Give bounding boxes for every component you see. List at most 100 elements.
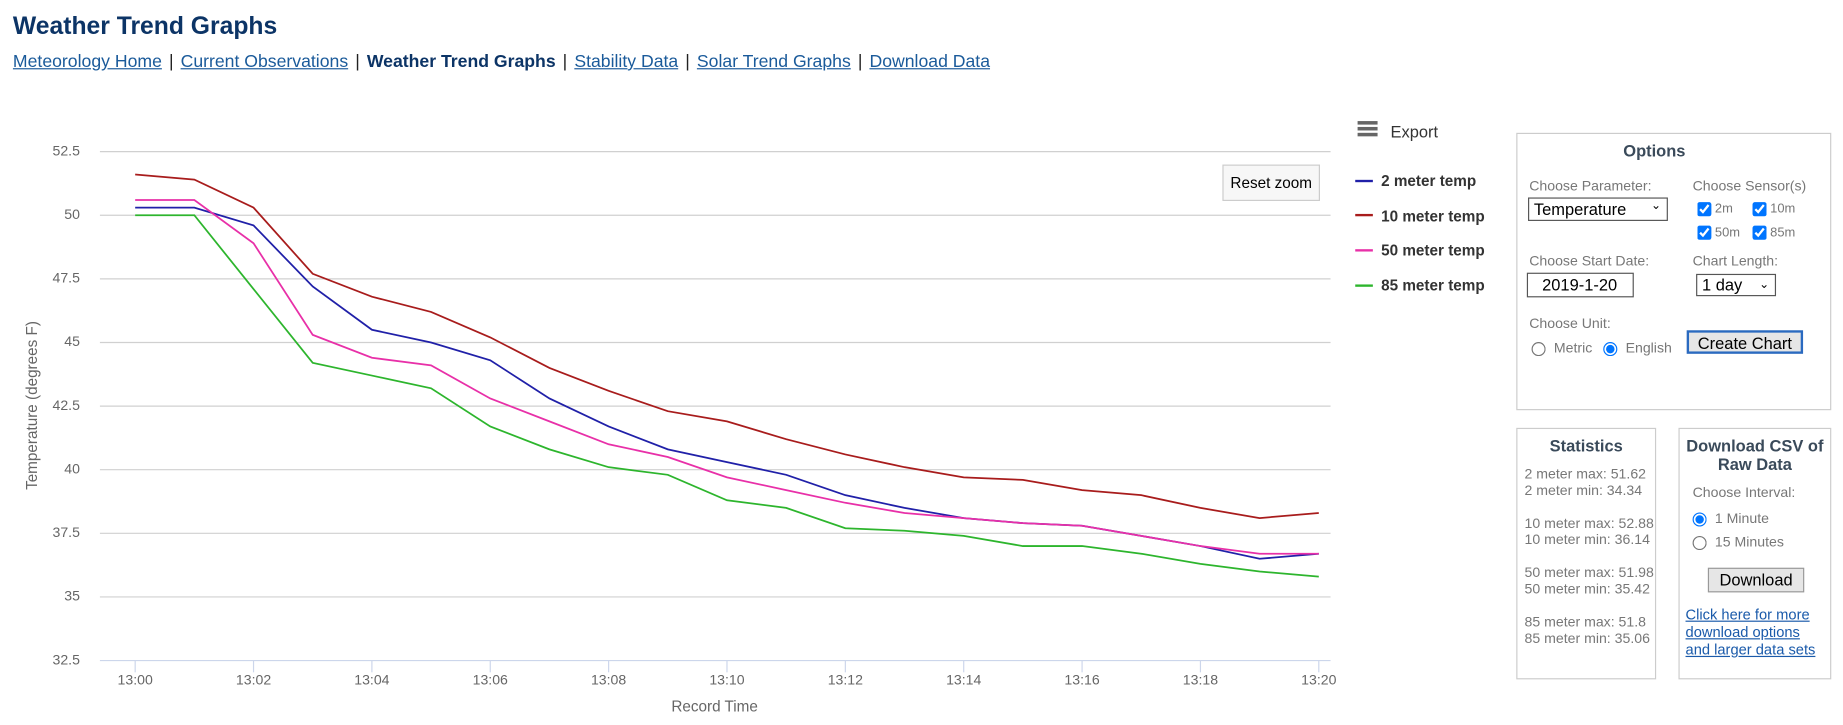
nav-link[interactable]: Stability Data xyxy=(574,51,679,72)
y-tick-label: 50 xyxy=(64,206,80,222)
options-title: Options xyxy=(1623,141,1686,160)
x-tick-label: 13:16 xyxy=(1064,671,1099,687)
interval-label: Choose Interval: xyxy=(1692,484,1796,501)
nav-link[interactable]: Solar Trend Graphs xyxy=(696,51,851,72)
y-tick-label: 45 xyxy=(64,333,80,349)
unit-label: Metric xyxy=(1553,339,1593,357)
more-download-link[interactable]: Click here for more download options and… xyxy=(1685,606,1816,659)
nav-separator: | xyxy=(355,51,360,72)
unit-label: Choose Unit: xyxy=(1529,315,1611,332)
series-line xyxy=(135,214,1319,578)
unit-radio: Metric xyxy=(1531,339,1593,357)
series-line xyxy=(135,173,1319,519)
create-chart-button[interactable]: Create Chart xyxy=(1686,330,1804,354)
page-title: Weather Trend Graphs xyxy=(12,12,278,40)
x-tick-label: 13:12 xyxy=(828,671,863,687)
x-tick-label: 13:06 xyxy=(473,671,508,687)
interval-label: 15 Minutes xyxy=(1714,533,1784,551)
stat-group: 50 meter max: 51.98 50 meter min: 35.42 xyxy=(1524,564,1653,597)
nav-separator: | xyxy=(685,51,690,72)
reset-zoom-button[interactable]: Reset zoom xyxy=(1222,164,1320,201)
legend-item: 85 meter temp xyxy=(1355,275,1485,296)
stat-group: 2 meter max: 51.62 2 meter min: 34.34 xyxy=(1524,465,1653,498)
sensor-checkbox: 2m xyxy=(1697,202,1733,217)
sensor-label: 85m xyxy=(1770,225,1796,240)
x-tick-label: 13:02 xyxy=(236,671,271,687)
download-panel xyxy=(1678,427,1832,680)
start-date-input[interactable]: 2019-1-20 xyxy=(1526,272,1634,298)
stat-line: 85 meter max: 51.8 xyxy=(1524,613,1647,631)
x-axis-title: Record Time xyxy=(671,699,758,716)
sensors-label: Choose Sensor(s) xyxy=(1692,177,1807,194)
radio[interactable] xyxy=(1603,341,1618,356)
nav-separator: | xyxy=(857,51,863,72)
legend-label: 2 meter temp xyxy=(1381,171,1477,190)
statistics-panel xyxy=(1516,427,1657,680)
legend-label: 85 meter temp xyxy=(1381,276,1485,295)
nav-separator: | xyxy=(562,51,568,72)
series-line xyxy=(135,206,1319,560)
stat-line: 10 meter max: 52.88 xyxy=(1524,514,1654,532)
stat-line: 50 meter min: 35.42 xyxy=(1524,580,1650,598)
stat-line: 10 meter min: 36.14 xyxy=(1524,531,1650,548)
series-line xyxy=(135,199,1319,555)
stat-line: 2 meter max: 51.62 xyxy=(1524,465,1647,482)
checkbox[interactable] xyxy=(1697,202,1712,217)
nav-link[interactable]: Current Observations xyxy=(180,51,349,72)
sensor-label: 2m xyxy=(1714,202,1733,217)
chart: 32.5 35 37.5 40 42.5 45 47.5 50 52.5 13:00 13:02 13… xyxy=(24,142,1337,716)
checkbox[interactable] xyxy=(1752,202,1767,217)
nav-link[interactable]: Meteorology Home xyxy=(12,51,162,72)
parameter-value: Temperature xyxy=(1533,199,1627,219)
legend-swatch xyxy=(1355,214,1373,217)
y-tick-label: 52.5 xyxy=(52,142,80,158)
x-tick-label: 13:14 xyxy=(946,671,981,687)
export-button[interactable]: Export xyxy=(1390,122,1439,142)
legend-item: 2 meter temp xyxy=(1355,170,1476,191)
radio[interactable] xyxy=(1692,512,1707,527)
x-tick-label: 13:04 xyxy=(354,671,389,687)
legend-item: 50 meter temp xyxy=(1355,240,1485,261)
y-axis-title: Temperature (degrees F) xyxy=(24,321,41,490)
y-tick-label: 47.5 xyxy=(52,270,80,286)
download-button[interactable]: Download xyxy=(1707,567,1805,593)
export-icon[interactable] xyxy=(1356,120,1380,139)
stat-line: 2 meter min: 34.34 xyxy=(1524,481,1643,499)
legend-swatch xyxy=(1355,179,1373,182)
nav-bar: Meteorology Home | Current Observations | We… xyxy=(13,52,990,72)
radio[interactable] xyxy=(1692,535,1707,550)
unit-label: English xyxy=(1625,339,1672,357)
y-tick-label: 37.5 xyxy=(52,524,80,540)
legend-label: 50 meter temp xyxy=(1381,241,1485,260)
interval-radio: 15 Minutes xyxy=(1692,533,1784,551)
y-tick-label: 32.5 xyxy=(52,651,80,667)
radio[interactable] xyxy=(1531,341,1546,356)
length-value: 1 day xyxy=(1701,275,1743,294)
sensor-checkbox: 85m xyxy=(1752,225,1796,240)
sensor-checkbox: 50m xyxy=(1697,226,1740,240)
x-tick-label: 13:08 xyxy=(591,671,626,687)
stat-line: 85 meter min: 35.06 xyxy=(1524,630,1650,647)
checkbox[interactable] xyxy=(1752,225,1767,240)
checkbox[interactable] xyxy=(1697,225,1712,240)
nav-link[interactable]: Download Data xyxy=(869,51,991,72)
options-panel xyxy=(1516,132,1832,411)
length-label: Chart Length: xyxy=(1692,252,1779,270)
interval-label: 1 Minute xyxy=(1714,510,1770,527)
parameter-label: Choose Parameter: xyxy=(1529,177,1652,194)
start-date-label: Choose Start Date: xyxy=(1529,252,1650,270)
x-tick-label: 13:20 xyxy=(1301,671,1336,687)
y-tick-label: 42.5 xyxy=(52,397,80,413)
statistics-title: Statistics xyxy=(1549,436,1623,455)
download-title: Download CSV of Raw Data xyxy=(1686,436,1824,474)
sensor-label: 10m xyxy=(1770,202,1796,217)
interval-radio: 1 Minute xyxy=(1692,510,1770,527)
x-tick-label: 13:00 xyxy=(118,671,153,687)
length-select[interactable]: 1 day ⌄ xyxy=(1696,273,1777,297)
legend-label: 10 meter temp xyxy=(1381,206,1485,225)
sensor-checkbox: 10m xyxy=(1752,202,1796,217)
parameter-select[interactable]: Temperature ⌄ xyxy=(1528,197,1668,221)
x-tick-label: 13:10 xyxy=(709,671,744,687)
sensor-label: 50m xyxy=(1714,225,1741,240)
